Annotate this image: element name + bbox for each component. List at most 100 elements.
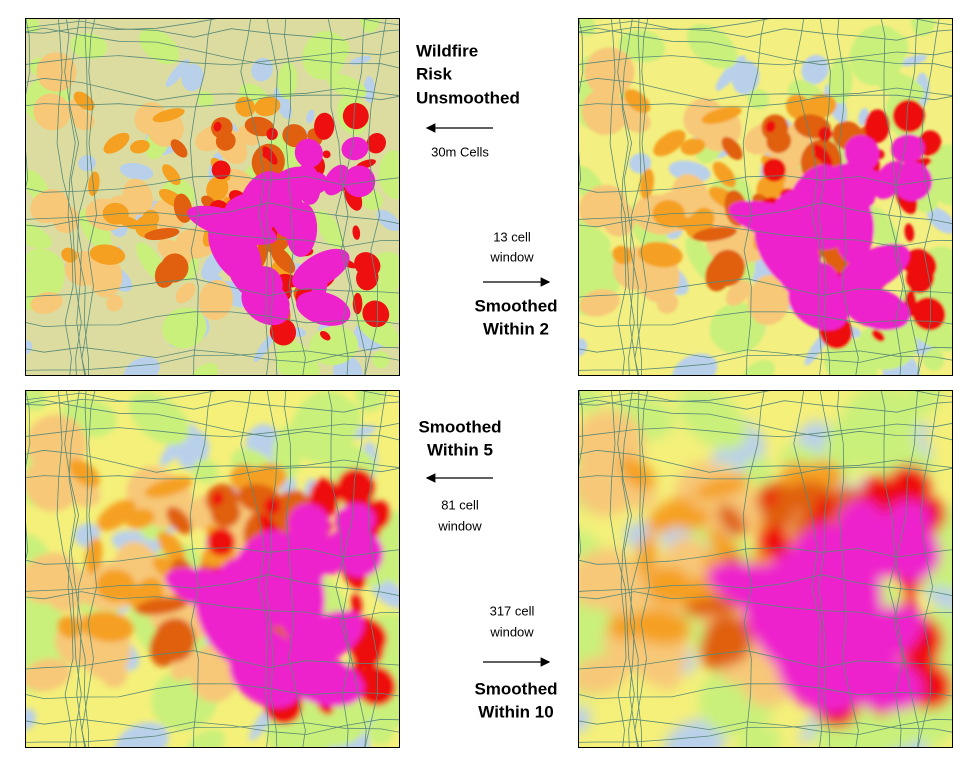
risk-patch	[370, 510, 400, 584]
map-border	[25, 390, 400, 748]
risk-patch	[213, 121, 222, 132]
risk-patch	[350, 593, 363, 616]
risk-patch	[793, 261, 841, 309]
risk-patch	[923, 349, 945, 371]
road	[578, 77, 953, 101]
road	[578, 278, 953, 298]
risk-patch	[101, 662, 128, 688]
risk-patch	[583, 253, 622, 303]
risk-patch	[578, 655, 628, 695]
risk-patch	[652, 660, 683, 690]
risk-patch	[129, 391, 190, 446]
road	[25, 390, 31, 564]
road	[240, 18, 270, 376]
risk-patch	[144, 476, 193, 498]
risk-patch	[341, 137, 369, 161]
risk-patch	[306, 109, 315, 124]
road	[25, 547, 400, 565]
road	[917, 18, 940, 376]
risk-patch	[680, 138, 706, 156]
road	[578, 20, 953, 41]
risk-patch	[142, 209, 160, 228]
road	[634, 390, 651, 748]
risk-surface	[578, 18, 953, 376]
risk-patch	[315, 210, 344, 249]
risk-patch	[865, 205, 900, 254]
risk-patch	[80, 611, 135, 642]
road	[25, 683, 400, 700]
label: Smoothed	[474, 296, 557, 315]
risk-patch	[376, 209, 400, 231]
risk-patch	[314, 112, 335, 140]
risk-patch	[871, 329, 885, 342]
risk-patch	[624, 89, 651, 114]
risk-patch	[827, 553, 882, 650]
risk-patch	[904, 223, 915, 242]
risk-patch	[372, 351, 390, 369]
risk-patch	[319, 330, 331, 341]
risk-patch	[677, 390, 748, 450]
road	[240, 390, 270, 748]
risk-patch	[757, 525, 791, 559]
risk-patch	[70, 33, 108, 59]
road	[818, 390, 831, 748]
risk-patch	[124, 357, 160, 376]
road	[578, 390, 584, 564]
road	[25, 392, 400, 413]
risk-patch	[668, 160, 711, 183]
map	[25, 18, 400, 376]
road	[81, 18, 98, 376]
risk-patch	[181, 63, 204, 92]
risk-patch	[638, 241, 683, 268]
road	[265, 18, 278, 376]
risk-patch	[254, 334, 274, 362]
label: Within 10	[478, 702, 553, 721]
road	[880, 18, 904, 376]
risk-patch	[352, 292, 363, 315]
risk-patch	[363, 75, 375, 103]
risk-patch	[672, 353, 718, 376]
risk-patch	[646, 496, 693, 534]
road	[578, 650, 953, 670]
label: window	[437, 518, 482, 533]
road	[64, 18, 80, 376]
road	[578, 591, 953, 620]
road	[578, 683, 953, 700]
road	[818, 18, 831, 376]
road	[742, 18, 765, 376]
road	[335, 390, 367, 748]
road	[335, 18, 367, 376]
risk-patch	[721, 136, 743, 160]
label: Smoothed	[418, 417, 501, 436]
risk-patch	[356, 265, 379, 291]
road	[578, 422, 953, 438]
risk-patch	[763, 490, 778, 508]
risk-patch	[57, 615, 82, 639]
risk-patch	[927, 144, 953, 206]
risk-patch	[352, 225, 361, 240]
road	[25, 18, 31, 192]
risk-patch	[657, 292, 679, 314]
road	[837, 390, 859, 748]
risk-patch	[211, 491, 224, 506]
risk-patch	[211, 160, 231, 180]
risk-patch	[144, 227, 180, 241]
risk-patch	[892, 161, 933, 202]
road	[327, 390, 351, 748]
risk-patch	[296, 291, 351, 326]
road	[578, 175, 953, 193]
label: Unsmoothed	[416, 88, 520, 107]
road	[25, 311, 400, 328]
road	[25, 390, 400, 406]
risk-patch	[701, 106, 742, 125]
risk-patch	[741, 360, 775, 376]
risk-patch	[378, 150, 400, 200]
label: Smoothed	[474, 679, 557, 698]
risk-patch	[25, 708, 36, 731]
risk-patch	[765, 120, 776, 133]
road	[578, 399, 953, 441]
map-border	[578, 18, 953, 376]
risk-patch	[366, 132, 386, 154]
risk-patch	[106, 294, 124, 312]
